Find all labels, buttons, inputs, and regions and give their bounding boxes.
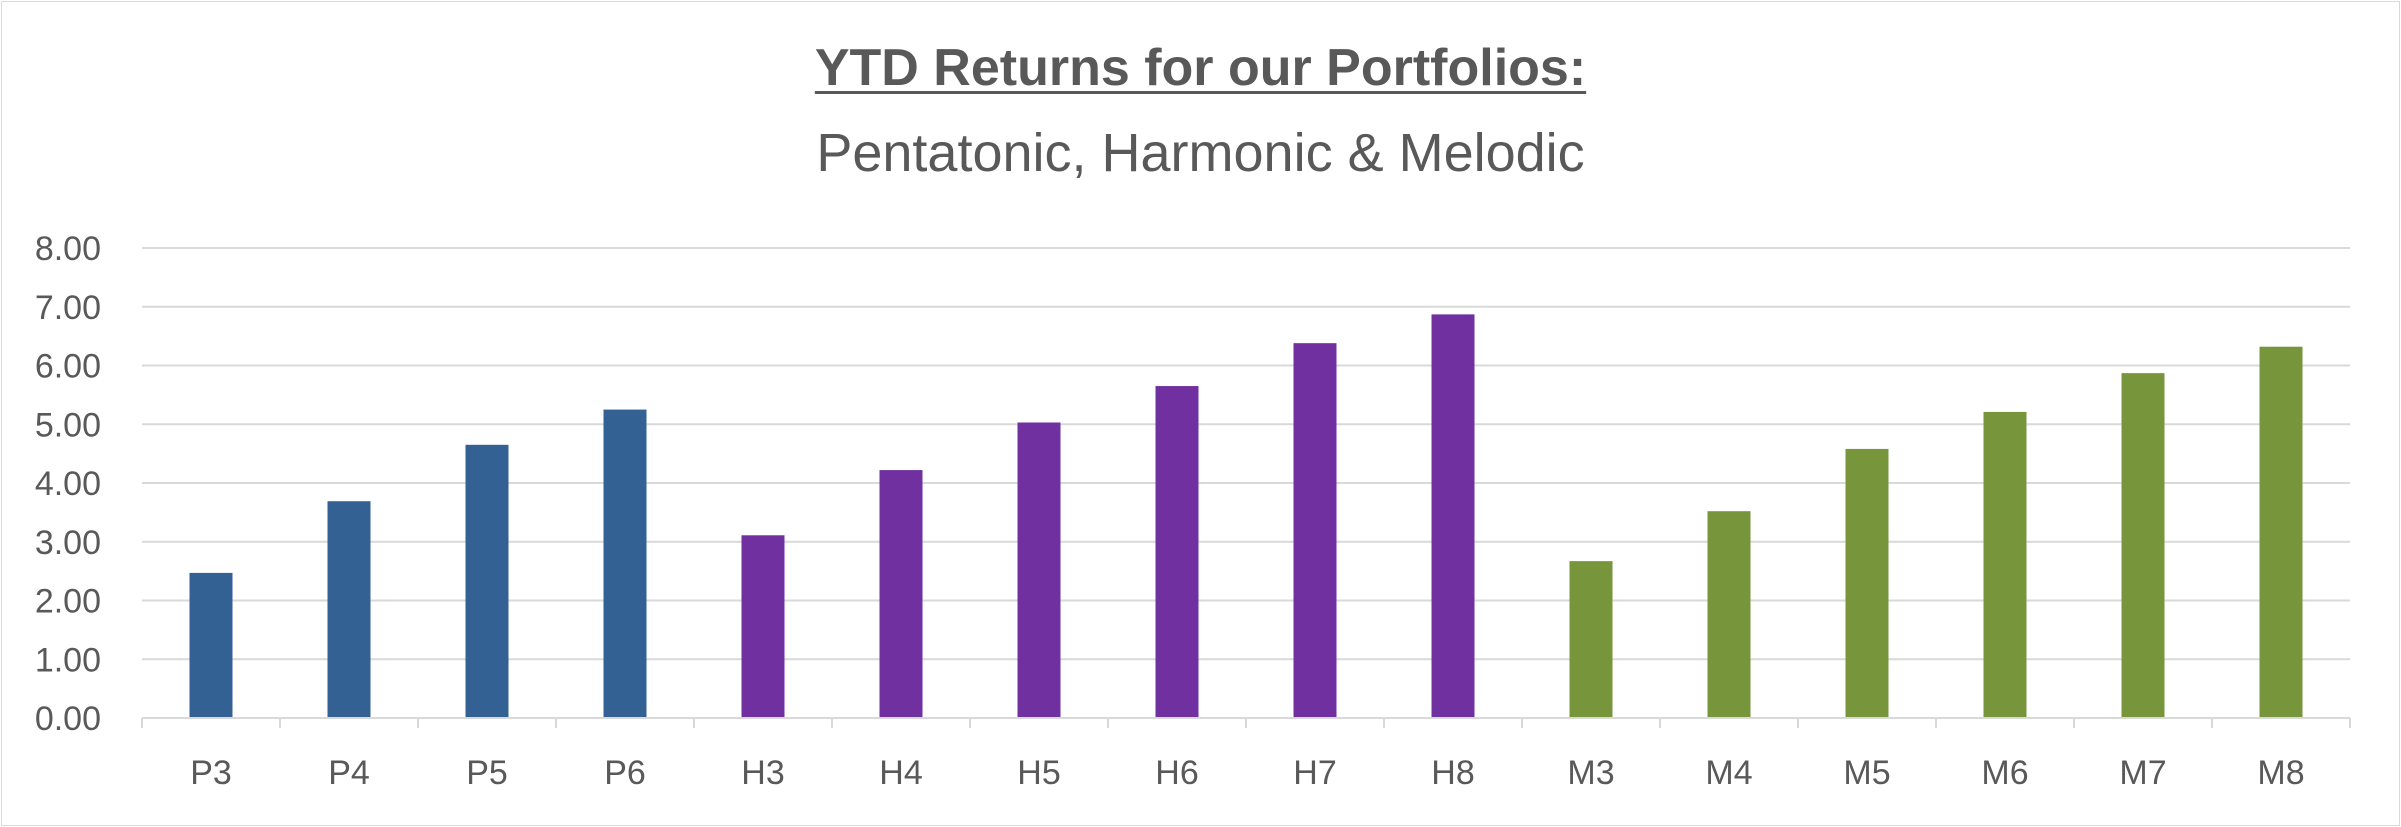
x-tick-label: M5: [1843, 754, 1890, 792]
y-tick-label: 8.00: [35, 230, 101, 268]
y-axis-tick-labels: 0.00 1.00 2.00 3.00 4.00 5.00 6.00 7.00 8.00: [35, 230, 101, 738]
y-tick-label: 1.00: [35, 641, 101, 679]
bar-m6: [1983, 411, 2027, 718]
chart-title: YTD Returns for our Portfolios:: [814, 39, 1587, 97]
x-tick-label: H4: [879, 754, 922, 792]
x-axis: [141, 717, 2351, 728]
bar-p6: [603, 409, 647, 718]
bar-p5: [465, 444, 509, 718]
x-tick-label: P5: [466, 754, 508, 792]
bar-h3: [741, 535, 785, 718]
bar-h8: [1431, 314, 1475, 718]
bar-m5: [1845, 448, 1889, 718]
x-tick-label: P6: [604, 754, 646, 792]
x-tick-label: H7: [1293, 754, 1336, 792]
x-tick-label: M4: [1705, 754, 1752, 792]
bar-h4: [879, 470, 923, 718]
y-tick-label: 3.00: [35, 524, 101, 562]
x-tick-label: P3: [190, 754, 232, 792]
bar-h7: [1293, 343, 1337, 718]
y-tick-label: 2.00: [35, 583, 101, 621]
bar-h6: [1155, 386, 1199, 718]
bar-p4: [327, 501, 371, 718]
x-tick-label: M8: [2257, 754, 2304, 792]
bar-m3: [1569, 561, 1613, 718]
x-tick-label: M6: [1981, 754, 2028, 792]
y-tick-label: 0.00: [35, 700, 101, 738]
x-axis-tick-labels: P3 P4 P5 P6 H3 H4 H5 H6 H7 H8 M3 M4 M5 M6 M7 M8: [190, 754, 2304, 792]
bar-m4: [1707, 511, 1751, 718]
x-tick-label: H3: [741, 754, 784, 792]
y-tick-label: 5.00: [35, 406, 101, 444]
x-tick-label: H8: [1431, 754, 1474, 792]
y-tick-label: 6.00: [35, 348, 101, 386]
bars: [189, 314, 2303, 718]
gridlines: [142, 247, 2350, 661]
y-tick-label: 7.00: [35, 289, 101, 327]
x-tick-label: H6: [1155, 754, 1198, 792]
x-tick-label: P4: [328, 754, 370, 792]
chart-subtitle: Pentatonic, Harmonic & Melodic: [816, 123, 1585, 183]
x-tick-label: M7: [2119, 754, 2166, 792]
x-tick-label: M3: [1567, 754, 1614, 792]
x-tick-label: H5: [1017, 754, 1060, 792]
bar-p3: [189, 572, 233, 718]
y-tick-label: 4.00: [35, 465, 101, 503]
bar-h5: [1017, 422, 1061, 718]
bar-m8: [2259, 346, 2303, 718]
bar-m7: [2121, 373, 2165, 718]
